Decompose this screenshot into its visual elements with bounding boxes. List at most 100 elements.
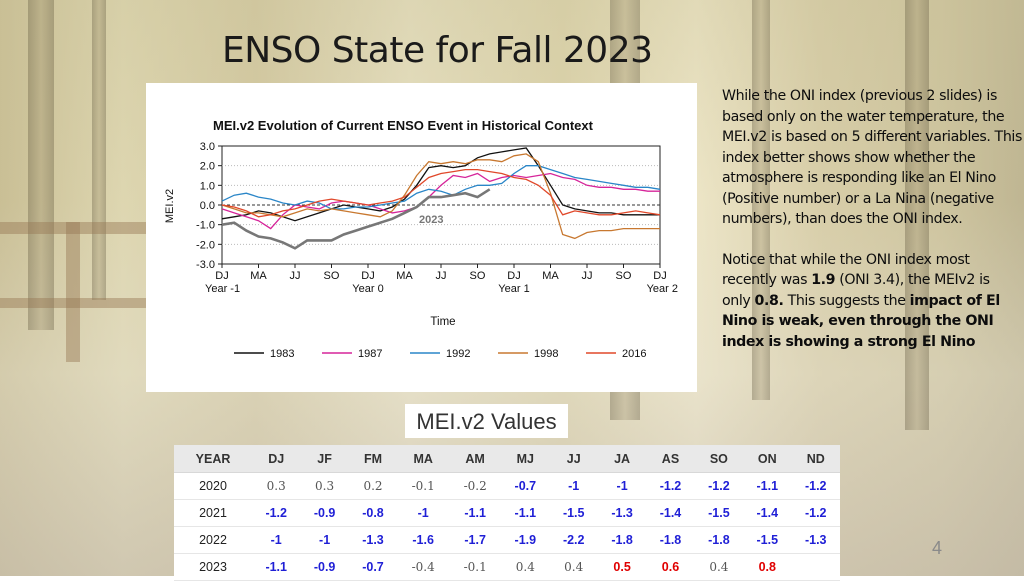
col-header-jf: JF bbox=[300, 445, 349, 473]
legend-label-1983: 1983 bbox=[270, 348, 294, 360]
text-span: Notice that while the ONI index most rec… bbox=[722, 251, 970, 289]
table-heading: MEI.v2 Values bbox=[405, 404, 568, 438]
table-row: 2020 0.3 0.3 0.2 -0.1 -0.2 -0.7 -1 -1 -1.2 -1.2 -1.… bbox=[174, 472, 840, 500]
mei-value-cell: 0.3 bbox=[300, 472, 349, 500]
mei-value-cell: 0.4 bbox=[549, 553, 598, 581]
x-tick-label: DJ bbox=[653, 270, 666, 282]
mei-value-cell: -1 bbox=[300, 526, 349, 554]
mei-value-cell: -1.1 bbox=[252, 553, 301, 581]
mei-value-cell: -1.5 bbox=[549, 499, 598, 527]
mei-value-cell: -1.3 bbox=[597, 499, 647, 527]
tree-trunk bbox=[752, 0, 770, 400]
legend-label-1998: 1998 bbox=[534, 348, 558, 360]
x-group-label: Year -1 bbox=[205, 283, 240, 295]
mei-value-cell: -1.3 bbox=[791, 526, 840, 554]
conclusion-bold: impact of El Nino is weak, even through … bbox=[722, 292, 1000, 350]
col-header-so: SO bbox=[694, 445, 744, 473]
y-tick-label: 2.0 bbox=[200, 161, 215, 173]
chart-title: MEI.v2 Evolution of Current ENSO Event i… bbox=[213, 118, 594, 133]
x-tick-label: MA bbox=[396, 270, 413, 282]
table-header-row: YEAR DJ JF FM MA AM MJ JJ JA AS SO ON ND bbox=[174, 445, 840, 473]
row-year-cell: 2023 bbox=[174, 553, 253, 581]
y-tick-label: 1.0 bbox=[200, 180, 215, 192]
explanation-paragraph-1: While the ONI index (previous 2 slides) … bbox=[722, 88, 1022, 227]
y-tick-label: 0.0 bbox=[200, 200, 215, 212]
mei-value-cell: -1.2 bbox=[252, 499, 301, 527]
mei-value-cell: -1.9 bbox=[501, 526, 550, 554]
tree-trunk bbox=[28, 0, 54, 330]
y-tick-label: -3.0 bbox=[196, 259, 215, 271]
x-tick-label: MA bbox=[542, 270, 559, 282]
mei-value-cell: -1 bbox=[252, 526, 301, 554]
mei-value-cell: -1.5 bbox=[743, 526, 792, 554]
text-span: This suggests the bbox=[783, 292, 910, 309]
table-row: 2022 -1 -1 -1.3 -1.6 -1.7 -1.9 -2.2 -1.8 -1.8 -1.8… bbox=[174, 526, 840, 554]
x-tick-label: JJ bbox=[290, 270, 301, 282]
slide-title: ENSO State for Fall 2023 bbox=[222, 30, 653, 71]
x-group-label: Year 0 bbox=[352, 283, 383, 295]
mei-values-table: YEAR DJ JF FM MA AM MJ JJ JA AS SO ON ND 2020 0.3 0.3 0… bbox=[174, 445, 840, 581]
mei-value-cell: -1.1 bbox=[743, 472, 792, 500]
col-header-nd: ND bbox=[791, 445, 840, 473]
text-span: (ONI 3.4), the MEIv2 is only bbox=[722, 272, 990, 309]
col-header-ja: JA bbox=[597, 445, 647, 473]
mei-value-cell: 0.4 bbox=[501, 553, 550, 581]
mei-value-cell: -1.1 bbox=[449, 499, 502, 527]
col-header-jj: JJ bbox=[549, 445, 598, 473]
x-tick-label: SO bbox=[470, 270, 486, 282]
mei-value-cell: 0.3 bbox=[252, 472, 301, 500]
mei-value-cell: -1.5 bbox=[694, 499, 744, 527]
mei-value-cell: -0.4 bbox=[397, 553, 450, 581]
mei-value-cell bbox=[791, 553, 840, 581]
x-group-label: Year 2 bbox=[647, 283, 678, 295]
col-header-am: AM bbox=[449, 445, 502, 473]
x-tick-label: JJ bbox=[436, 270, 447, 282]
x-tick-label: JJ bbox=[582, 270, 593, 282]
mei-value-cell: -0.2 bbox=[449, 472, 502, 500]
mei-value-cell: 0.6 bbox=[646, 553, 695, 581]
x-tick-label: SO bbox=[616, 270, 632, 282]
mei-value-cell: 0.8 bbox=[743, 553, 792, 581]
x-tick-label: MA bbox=[250, 270, 267, 282]
mei-value-cell: -0.9 bbox=[300, 553, 349, 581]
mei-value-cell: -1 bbox=[397, 499, 450, 527]
row-year-cell: 2020 bbox=[174, 472, 253, 500]
fence-post bbox=[66, 222, 80, 362]
mei-value-cell: -0.9 bbox=[300, 499, 349, 527]
mei-value-cell: -0.1 bbox=[449, 553, 502, 581]
tree-trunk bbox=[905, 0, 929, 430]
col-header-as: AS bbox=[646, 445, 695, 473]
mei-line-chart: MEI.v2 Evolution of Current ENSO Event i… bbox=[164, 118, 678, 360]
mei-value-cell: -0.1 bbox=[397, 472, 450, 500]
row-year-cell: 2022 bbox=[174, 526, 253, 554]
mei-value-cell: -1.2 bbox=[791, 499, 840, 527]
tree-trunk bbox=[92, 0, 106, 300]
fence-rail bbox=[0, 222, 150, 234]
chart-annotation-2023: 2023 bbox=[419, 214, 443, 226]
x-tick-label: SO bbox=[324, 270, 340, 282]
col-header-on: ON bbox=[743, 445, 792, 473]
x-tick-label: DJ bbox=[361, 270, 374, 282]
series-line-2023 bbox=[221, 188, 491, 250]
mei-value-cell: -1 bbox=[597, 472, 647, 500]
explanation-text: While the ONI index (previous 2 slides) … bbox=[722, 86, 1022, 352]
col-header-year: YEAR bbox=[174, 445, 253, 473]
explanation-paragraph-2: Notice that while the ONI index most rec… bbox=[722, 250, 1022, 353]
mei-value-cell: -0.7 bbox=[501, 472, 550, 500]
series-line-2016 bbox=[221, 168, 661, 218]
y-tick-label: 3.0 bbox=[200, 141, 215, 153]
mei-value-cell: -1.1 bbox=[501, 499, 550, 527]
mei-value-cell: 0.5 bbox=[597, 553, 647, 581]
mei-value-cell: -1.4 bbox=[646, 499, 695, 527]
y-tick-label: -1.0 bbox=[196, 220, 215, 232]
mei-value-cell: -1 bbox=[549, 472, 598, 500]
x-tick-label: DJ bbox=[215, 270, 228, 282]
mei-value-cell: 0.2 bbox=[348, 472, 398, 500]
col-header-ma: MA bbox=[397, 445, 450, 473]
col-header-mj: MJ bbox=[501, 445, 550, 473]
mei-value-cell: -1.8 bbox=[646, 526, 695, 554]
mei-value-cell: 0.4 bbox=[694, 553, 744, 581]
mei-value-cell: -1.2 bbox=[791, 472, 840, 500]
table-row: 2023 -1.1 -0.9 -0.7 -0.4 -0.1 0.4 0.4 0.5 0.6 0.4 0… bbox=[174, 553, 840, 581]
mei-chart-panel: MEI.v2 Evolution of Current ENSO Event i… bbox=[146, 83, 697, 392]
